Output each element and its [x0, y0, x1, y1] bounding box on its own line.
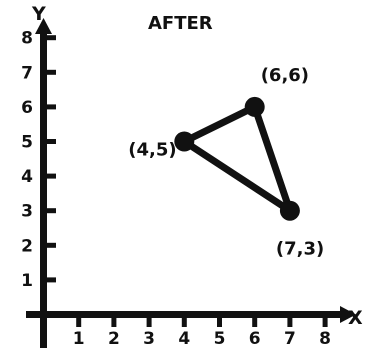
y-tick-label: 1	[21, 271, 33, 291]
x-axis-line	[26, 311, 346, 318]
vertex-point	[279, 200, 300, 221]
x-tick-mark	[76, 318, 82, 327]
y-tick-label: 6	[21, 98, 33, 118]
y-tick-mark	[47, 173, 56, 179]
x-tick-label: 2	[108, 329, 120, 349]
y-tick-label: 5	[21, 133, 33, 153]
x-tick-label: 1	[73, 329, 85, 349]
vertex-point	[174, 131, 195, 152]
y-tick-mark	[47, 208, 56, 214]
point-label: (6,6)	[261, 65, 309, 86]
x-tick-mark	[146, 318, 152, 327]
x-tick-mark	[181, 318, 187, 327]
y-axis-label: Y	[31, 3, 46, 25]
point-label: (4,5)	[128, 140, 176, 161]
y-tick-mark	[47, 35, 56, 41]
vertex-point	[244, 96, 265, 117]
y-tick-label: 2	[21, 236, 33, 256]
x-tick-mark	[252, 318, 258, 327]
y-tick-label: 7	[21, 63, 33, 83]
x-axis-label: X	[348, 307, 363, 329]
y-tick-mark	[47, 69, 56, 75]
x-axis-arrow	[340, 306, 356, 323]
x-tick-mark	[111, 318, 117, 327]
y-axis-line	[40, 28, 47, 348]
y-tick-label: 8	[21, 29, 33, 49]
point-label: (7,3)	[276, 239, 324, 260]
x-tick-label: 6	[249, 329, 261, 349]
x-tick-label: 5	[214, 329, 226, 349]
y-tick-mark	[47, 277, 56, 283]
x-tick-label: 8	[319, 329, 331, 349]
x-tick-label: 7	[284, 329, 296, 349]
y-axis-arrow	[35, 18, 52, 34]
y-tick-label: 4	[21, 167, 33, 187]
triangle-shape	[180, 103, 294, 215]
y-tick-mark	[47, 139, 56, 144]
x-tick-mark	[217, 318, 222, 327]
x-tick-label: 3	[143, 329, 155, 349]
y-tick-label: 3	[21, 202, 33, 222]
diagram-title: AFTER	[148, 13, 213, 34]
x-tick-label: 4	[178, 329, 190, 349]
y-tick-mark	[47, 242, 56, 248]
x-tick-mark	[322, 318, 328, 327]
y-tick-mark	[47, 104, 56, 110]
x-tick-mark	[287, 318, 293, 327]
